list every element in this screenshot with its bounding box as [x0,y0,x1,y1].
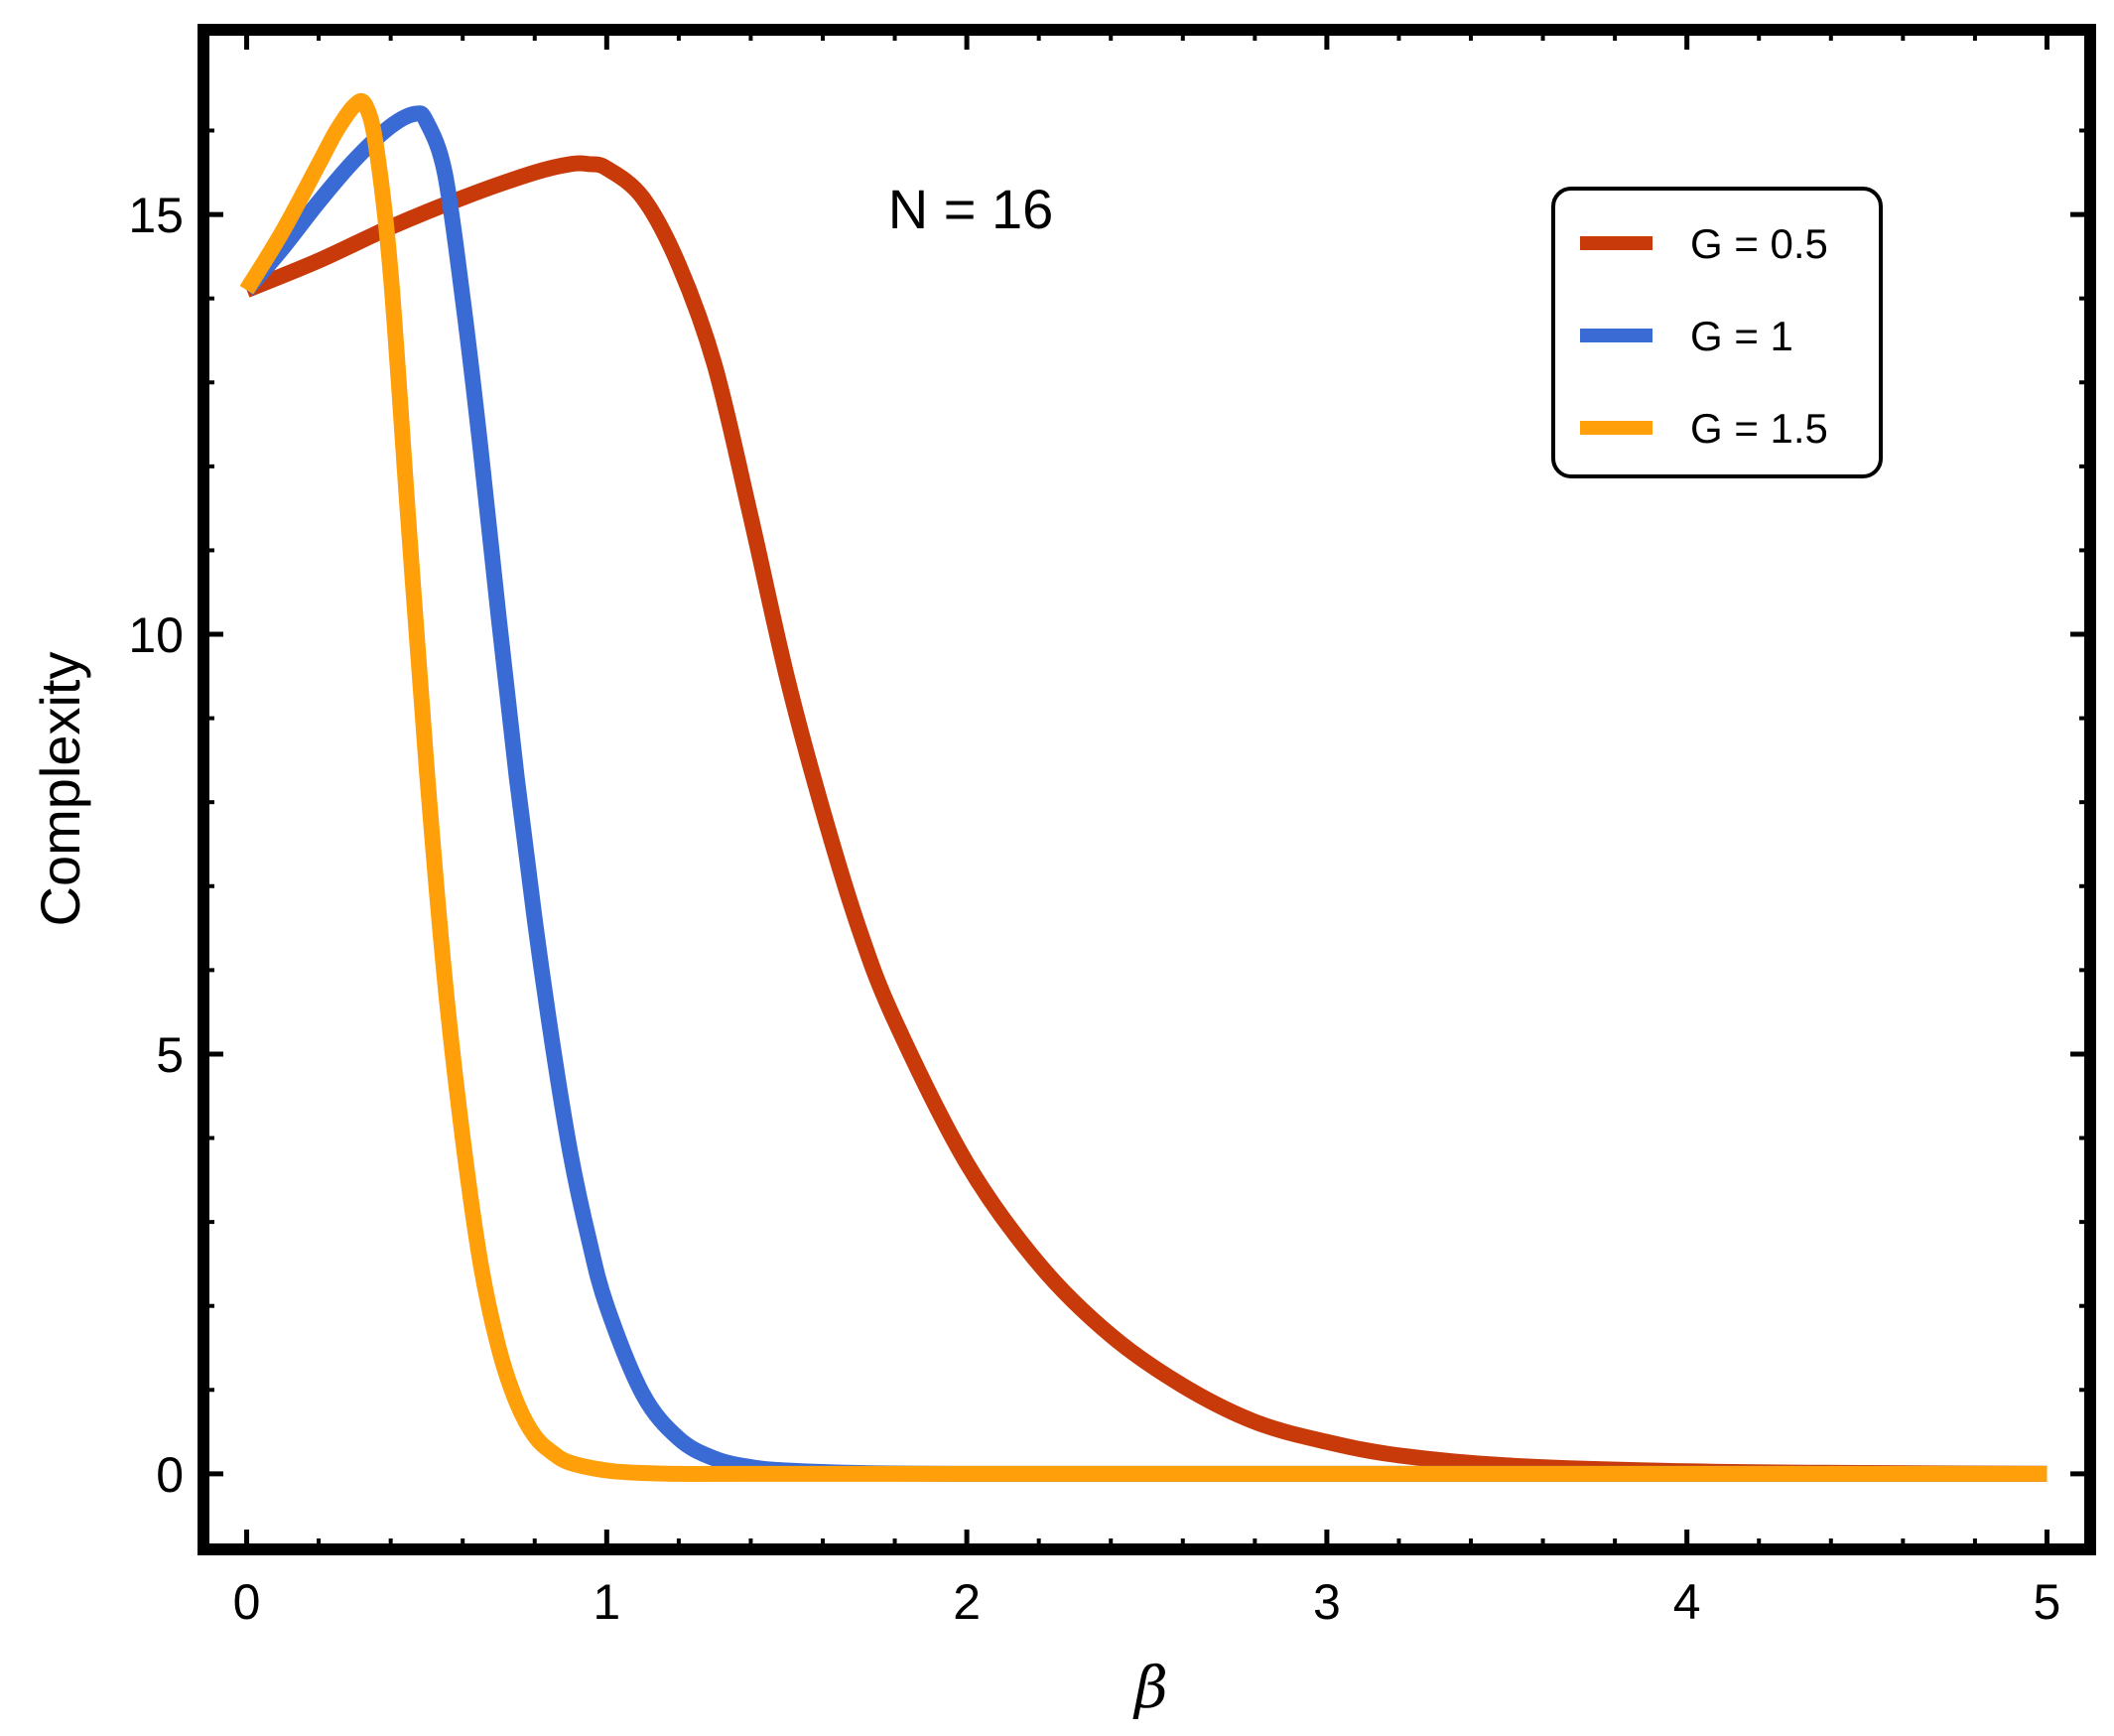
series-line-g-1-5 [239,92,2048,1482]
x-tick-label: 3 [1313,1574,1341,1630]
x-tick-label: 2 [953,1574,981,1630]
series-lines [239,92,2048,1482]
legend-label-g-1: G = 1 [1690,313,1793,359]
legend-entries: G = 0.5 G = 1 G = 1.5 [1580,220,1828,452]
y-tick-label: 5 [156,1027,184,1083]
series-line-g-0-5 [243,155,2048,1482]
x-tick-label: 1 [593,1574,620,1630]
y-tick-label: 0 [156,1447,184,1503]
x-tick-label: 0 [233,1574,261,1630]
x-tick-label: 4 [1673,1574,1701,1630]
tick-labels: 0 1 2 3 4 5 0 5 10 15 [128,188,2060,1630]
legend-box [1551,187,1883,478]
plot-frame [198,24,2096,1555]
x-axis-label: β [1132,1654,1168,1721]
y-axis-label: Complexity [29,652,91,927]
legend-label-g-0-5: G = 0.5 [1690,220,1828,267]
annotation-n: N = 16 [888,178,1054,240]
y-tick-label: 10 [128,607,184,663]
legend-label-g-1-5: G = 1.5 [1690,405,1828,452]
legend: G = 0.5 G = 1 G = 1.5 [1551,187,1883,478]
y-tick-label: 15 [128,188,184,243]
x-tick-label: 5 [2034,1574,2061,1630]
